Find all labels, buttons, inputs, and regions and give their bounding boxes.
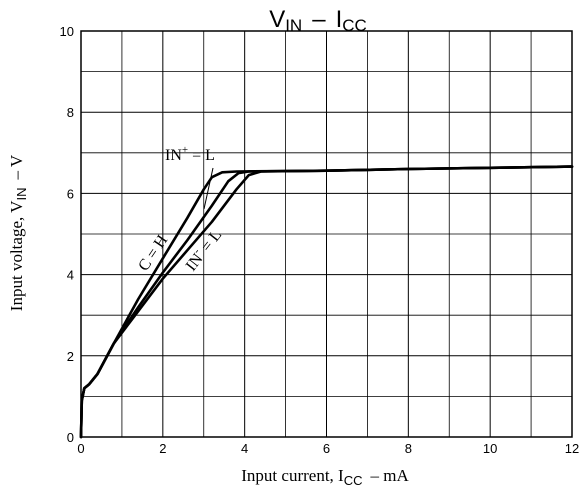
x-axis-label: Input current, ICC – mA [241,466,409,488]
x-tick-label: 8 [405,441,412,456]
series-lines [79,165,574,439]
x-tick-labels: 0 2 4 6 8 10 12 [77,441,579,456]
annotation-in-plus: IN+ = L [165,144,215,164]
x-tick-label: 12 [565,441,579,456]
y-tick-label: 2 [67,349,74,364]
x-tick-label: 6 [323,441,330,456]
x-tick-label: 10 [483,441,497,456]
series-line-3 [79,165,574,439]
y-tick-label: 4 [67,268,74,283]
x-tick-label: 0 [77,441,84,456]
grid-lines [80,30,573,438]
x-tick-label: 2 [159,441,166,456]
y-axis-label: Input voltage, VIN– V [7,154,29,311]
y-tick-label: 10 [60,24,74,39]
y-tick-label: 0 [67,430,74,445]
y-tick-label: 8 [67,105,74,120]
plot-frame [80,30,573,438]
x-tick-label: 4 [241,441,248,456]
y-tick-label: 6 [67,186,74,201]
y-tick-labels: 0 2 4 6 8 10 [60,24,74,445]
annotation-in-plus-pointer [203,167,214,210]
